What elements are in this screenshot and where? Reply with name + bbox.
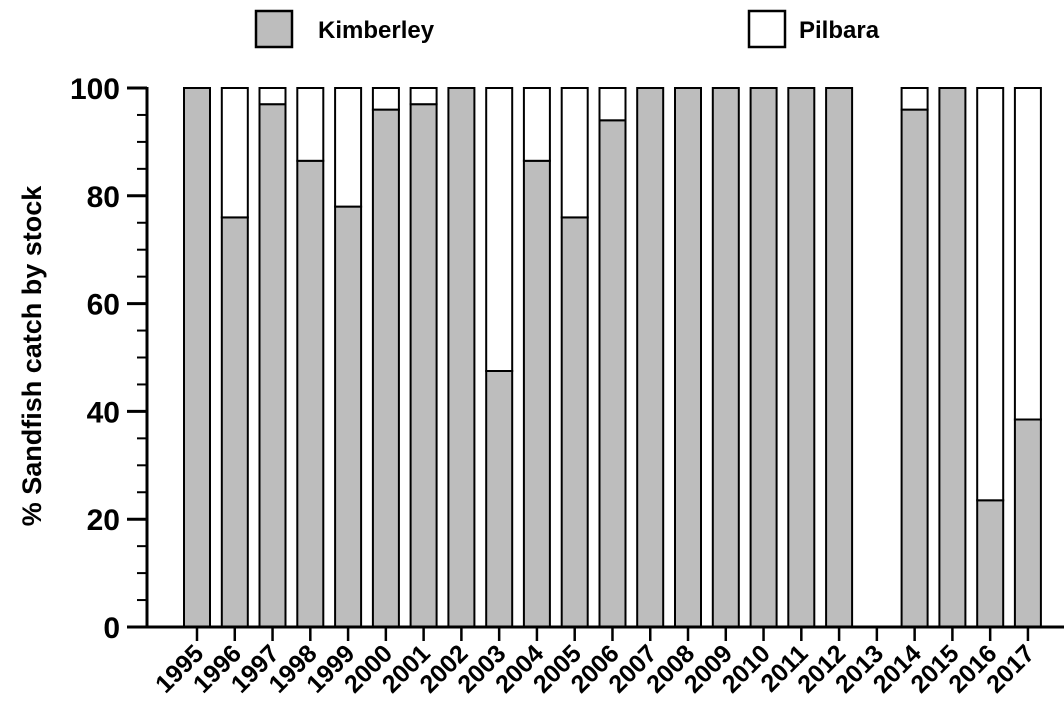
bar-kimberley-2012 [825,87,854,628]
bar-kimberley-2016 [976,499,1005,628]
bar-kimberley-1995 [183,87,211,628]
legend-swatch-kimberley [254,9,294,49]
bar-kimberley-2005 [560,216,589,628]
legend-label-pilbara: Pilbara [799,17,880,44]
bar-kimberley-2004 [522,159,551,629]
bar-pilbara-2016 [976,87,1005,502]
bar-kimberley-1999 [334,205,363,628]
bar-kimberley-2015 [938,87,967,628]
bar-pilbara-2000 [371,87,400,111]
bar-pilbara-2017 [1013,87,1042,421]
bar-kimberley-1997 [258,103,287,628]
bar-pilbara-1999 [334,87,363,208]
y-tick-label-0: 0 [103,612,120,645]
bar-pilbara-1996 [220,87,249,219]
bar-kimberley-2000 [371,108,400,629]
bar-kimberley-2001 [409,103,438,628]
y-axis-label: % Sandfish catch by stock [17,185,47,527]
y-tick-label-60: 60 [87,289,120,322]
y-tick-label-20: 20 [87,504,120,537]
bar-kimberley-1996 [220,216,249,628]
bar-kimberley-2017 [1013,418,1042,628]
bar-pilbara-2001 [409,87,438,106]
bar-kimberley-2011 [787,87,816,628]
bar-kimberley-1998 [296,159,325,629]
legend-swatch-pilbara [747,9,787,49]
legend-item-pilbara: Pilbara [747,9,880,49]
legend: Kimberley Pilbara [254,9,880,49]
legend-item-kimberley: Kimberley [254,9,435,49]
bar-pilbara-2006 [598,87,627,122]
bar-kimberley-2003 [485,370,514,628]
bar-kimberley-2010 [749,87,778,628]
bar-kimberley-2008 [674,87,702,628]
bar-pilbara-1998 [296,87,325,162]
bar-kimberley-2002 [447,87,476,628]
bar-pilbara-1997 [258,87,287,106]
bar-pilbara-2014 [900,87,929,111]
bar-pilbara-2004 [522,87,551,162]
bar-pilbara-2003 [485,87,514,372]
legend-label-kimberley: Kimberley [318,17,435,44]
y-tick-label-80: 80 [87,181,120,214]
bar-kimberley-2007 [636,87,665,628]
y-tick-label-100: 100 [70,73,120,106]
y-tick-label-40: 40 [87,396,120,429]
bar-pilbara-2005 [560,87,589,219]
bars-layer [183,87,1042,629]
bar-kimberley-2009 [711,87,740,628]
bar-kimberley-2014 [900,108,929,629]
bar-kimberley-2006 [598,119,627,629]
